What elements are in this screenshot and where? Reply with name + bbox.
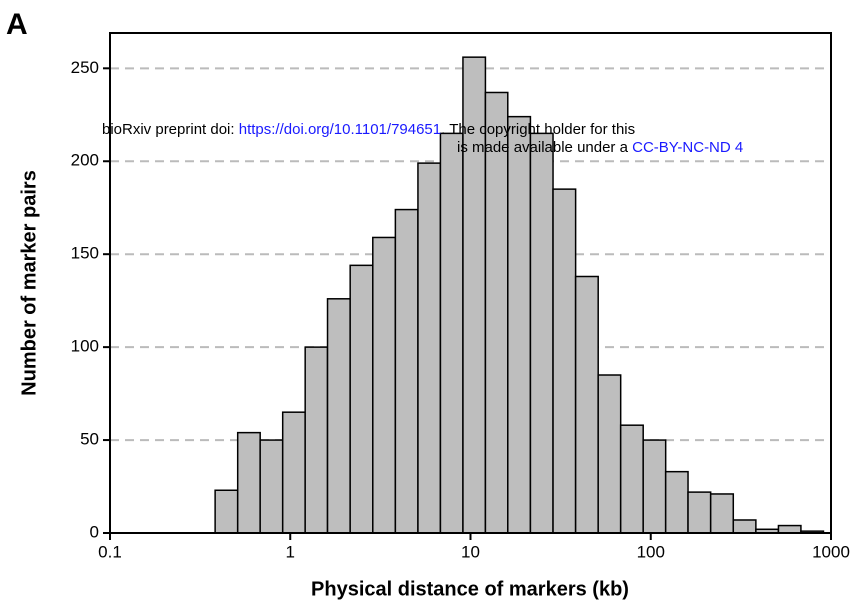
bar <box>664 470 689 534</box>
bar <box>732 519 757 534</box>
y-tick-label: 100 <box>71 337 99 356</box>
bar <box>552 188 577 534</box>
bar <box>372 236 397 534</box>
watermark-line2: is made available under a CC-BY-NC-ND 4 <box>457 139 743 156</box>
doi-link[interactable]: https://doi.org/10.1101/794651 <box>239 121 441 138</box>
panel-label: A <box>6 8 28 41</box>
bar <box>349 264 374 534</box>
bar <box>394 208 419 534</box>
bar <box>439 132 464 534</box>
bar <box>687 491 712 534</box>
bar <box>777 524 802 534</box>
watermark-text: is made available under a <box>457 139 632 156</box>
x-axis-label: Physical distance of markers (kb) <box>311 578 629 600</box>
license-link[interactable]: CC-BY-NC-ND 4 <box>632 139 743 156</box>
bar <box>484 91 509 534</box>
bar <box>619 424 644 534</box>
x-tick-label: 1000 <box>812 542 850 561</box>
y-tick-label: 0 <box>90 522 99 541</box>
bar <box>236 431 261 534</box>
x-tick-label: 1 <box>286 542 295 561</box>
bar <box>214 489 239 534</box>
bar <box>326 298 351 534</box>
bar <box>259 439 284 534</box>
x-tick-label: 0.1 <box>98 542 122 561</box>
x-tick-label: 10 <box>461 542 480 561</box>
y-tick-label: 200 <box>71 151 99 170</box>
x-tick-label: 100 <box>637 542 665 561</box>
watermark-text: bioRxiv preprint doi: <box>102 121 239 138</box>
bar <box>281 411 306 534</box>
bar <box>507 115 532 534</box>
plot-frame <box>109 32 832 534</box>
y-tick-label: 250 <box>71 58 99 77</box>
plot-area: 0 50 100 150 200 250 0.1 1 10 100 1000 <box>71 32 850 561</box>
bar <box>529 132 554 534</box>
bar <box>304 346 329 534</box>
bar <box>574 275 599 534</box>
bar <box>417 162 442 534</box>
y-axis-label: Number of marker pairs <box>18 170 40 396</box>
bar <box>597 374 622 534</box>
y-tick-label: 50 <box>80 430 99 449</box>
bar <box>709 493 735 534</box>
y-tick-label: 150 <box>71 244 99 263</box>
watermark-text: . The copyright holder for this <box>441 121 635 138</box>
watermark-line1: bioRxiv preprint doi: https://doi.org/10… <box>102 121 635 138</box>
bar <box>642 439 667 534</box>
